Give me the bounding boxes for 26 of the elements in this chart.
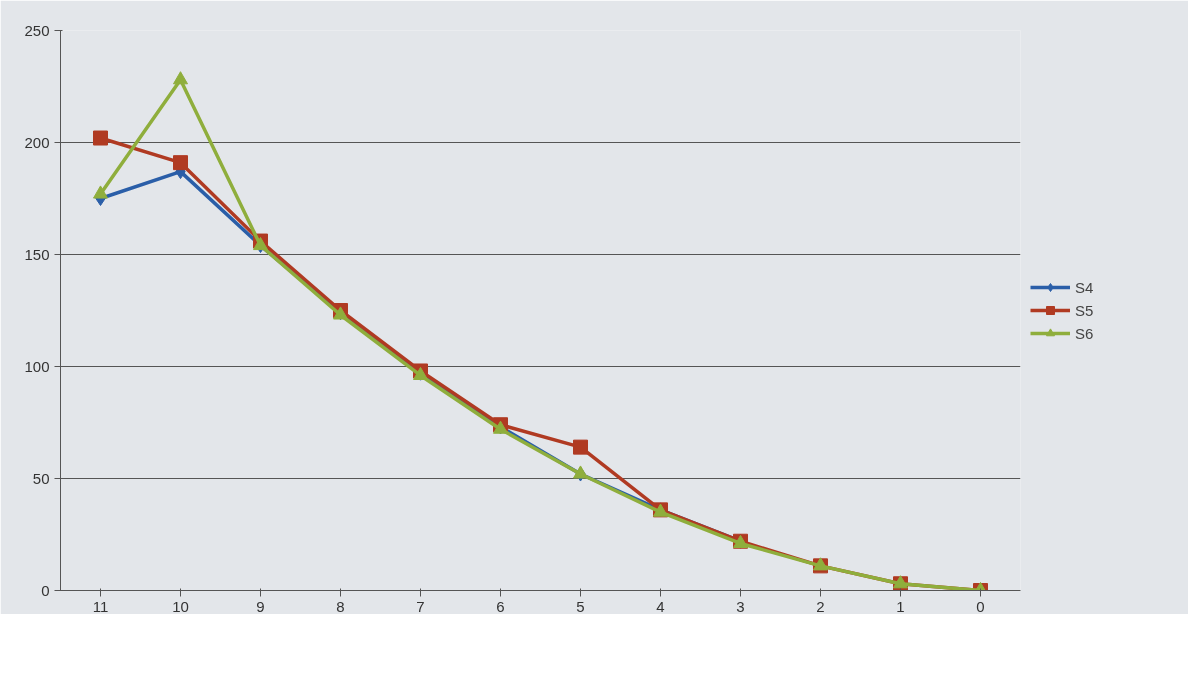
x-tick-label: 1 <box>896 597 905 615</box>
point <box>173 155 188 171</box>
y-tick-label: 150 <box>24 245 50 263</box>
x-tick-label: 3 <box>736 597 745 615</box>
point <box>93 185 108 199</box>
y-tick-label: 250 <box>24 21 50 39</box>
legend-label: S5 <box>1075 301 1095 319</box>
y-tick-label: 0 <box>41 581 50 599</box>
x-tick-label: 0 <box>976 597 985 615</box>
x-tick-label: 8 <box>336 597 345 615</box>
point <box>573 439 588 455</box>
x-tick-label: 9 <box>256 597 265 615</box>
legend-label: S4 <box>1075 278 1095 296</box>
y-tick-label: 100 <box>24 357 50 375</box>
x-tick-label: 5 <box>576 597 585 615</box>
x-tick-label: 4 <box>656 597 665 615</box>
y-tick-label: 200 <box>24 133 50 151</box>
y-tick-label: 50 <box>32 469 50 487</box>
x-tick-label: 7 <box>416 597 425 615</box>
point <box>93 130 108 146</box>
x-tick-label: 10 <box>172 597 189 615</box>
point <box>173 71 188 85</box>
x-tick-label: 2 <box>816 597 825 615</box>
legend-label: S6 <box>1075 324 1095 342</box>
x-tick-label: 11 <box>92 597 109 615</box>
x-tick-label: 6 <box>496 597 505 615</box>
